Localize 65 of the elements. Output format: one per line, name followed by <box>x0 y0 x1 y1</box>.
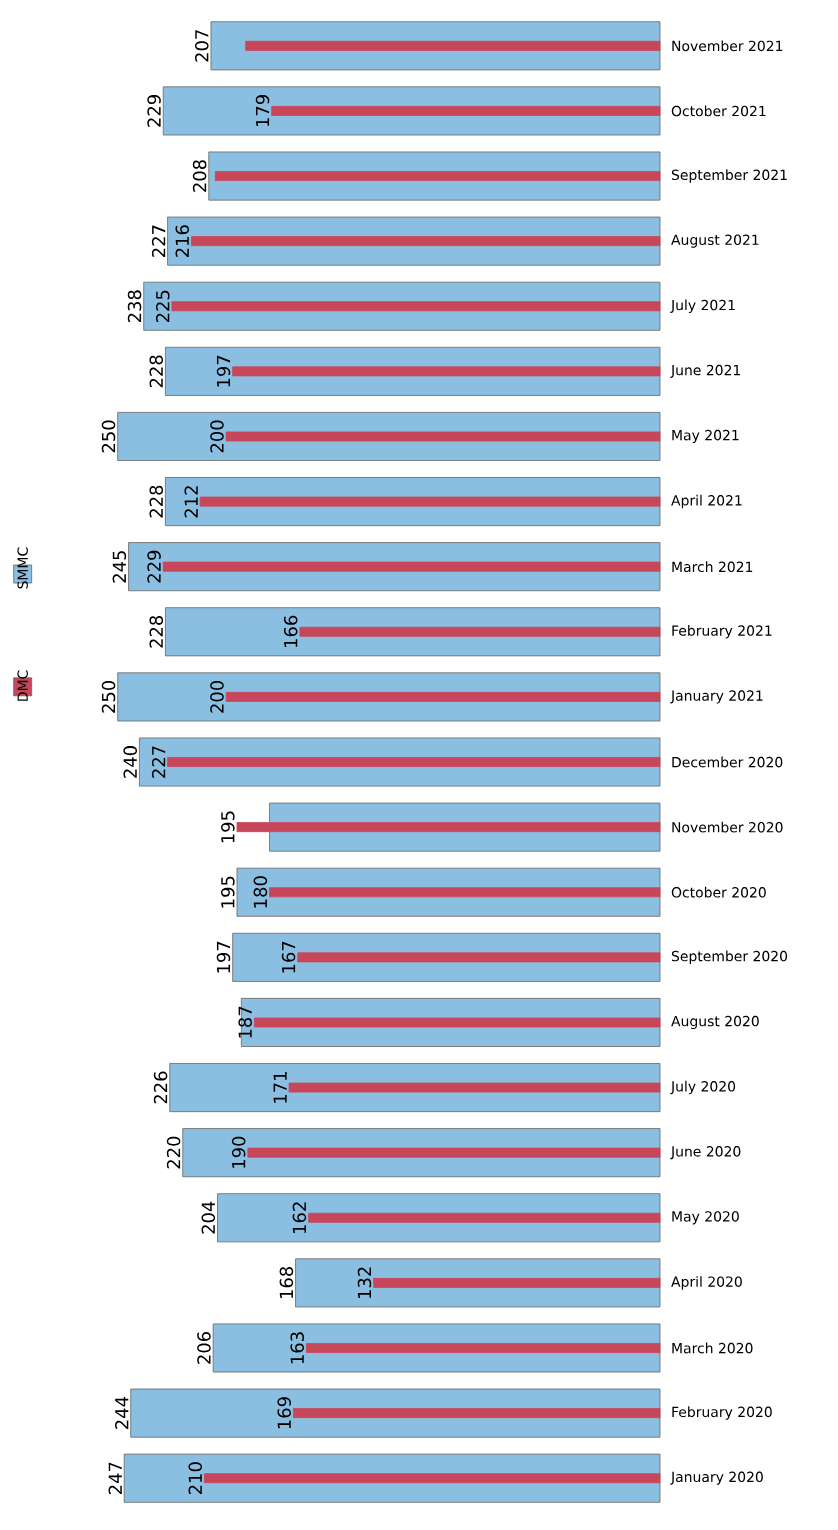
bar <box>292 1408 661 1419</box>
bar <box>162 561 661 572</box>
data-label: 212 <box>184 486 198 518</box>
data-label: 229 <box>147 550 161 583</box>
data-label: 169 <box>277 1397 291 1429</box>
bar <box>204 1473 661 1484</box>
bar <box>247 1147 661 1158</box>
data-label: 228 <box>149 615 164 648</box>
bar <box>214 171 661 181</box>
data-label: 204 <box>201 1201 216 1234</box>
data-label: 190 <box>231 1136 246 1168</box>
bar <box>199 496 661 507</box>
bar <box>236 822 661 833</box>
data-label: 250 <box>101 420 116 453</box>
bar <box>297 952 661 963</box>
data-label: 250 <box>101 680 116 713</box>
data-label: 171 <box>273 1072 287 1103</box>
data-label: 227 <box>151 746 166 778</box>
data-label: 210 <box>188 1462 203 1495</box>
bar <box>167 757 661 767</box>
bar <box>225 431 661 442</box>
bar <box>191 236 661 247</box>
data-label: 216 <box>175 225 190 257</box>
bar <box>271 105 661 116</box>
data-label: 244 <box>115 1397 129 1429</box>
data-label: 195 <box>221 811 235 843</box>
data-label: 195 <box>221 876 235 908</box>
data-label: 187 <box>238 1006 252 1038</box>
data-label: 168 <box>279 1267 294 1299</box>
bar <box>171 301 661 312</box>
data-label: 166 <box>283 615 298 647</box>
data-label: 247 <box>108 1462 122 1495</box>
bar <box>253 1017 661 1028</box>
data-label: 227 <box>151 225 166 257</box>
data-label: 167 <box>281 941 296 973</box>
data-label: 206 <box>197 1332 211 1364</box>
data-label: 220 <box>166 1136 181 1169</box>
bar <box>306 1343 661 1353</box>
bar <box>225 691 661 702</box>
data-label: 180 <box>253 876 268 908</box>
data-label: 225 <box>155 290 170 323</box>
data-label: 200 <box>210 420 224 453</box>
data-label: 207 <box>195 30 209 62</box>
bar <box>269 887 661 898</box>
data-label: 229 <box>147 95 161 127</box>
data-label: 162 <box>292 1202 307 1233</box>
bar <box>373 1277 661 1288</box>
data-label: 240 <box>123 746 137 778</box>
data-label: 228 <box>149 485 164 518</box>
data-label: 197 <box>216 941 231 973</box>
data-label: 226 <box>153 1071 168 1104</box>
data-label: 245 <box>112 551 127 583</box>
bar <box>308 1212 661 1223</box>
data-label: 228 <box>149 355 164 388</box>
data-label: 132 <box>357 1267 372 1299</box>
data-label: 200 <box>210 680 224 713</box>
data-label: 179 <box>255 95 270 127</box>
data-label: 163 <box>290 1332 305 1364</box>
bar <box>232 366 661 377</box>
data-label: 197 <box>216 355 231 387</box>
data-label: 208 <box>192 160 207 192</box>
data-label: 238 <box>127 290 142 323</box>
bar <box>245 40 661 51</box>
bar <box>288 1082 661 1093</box>
bar <box>299 626 661 637</box>
